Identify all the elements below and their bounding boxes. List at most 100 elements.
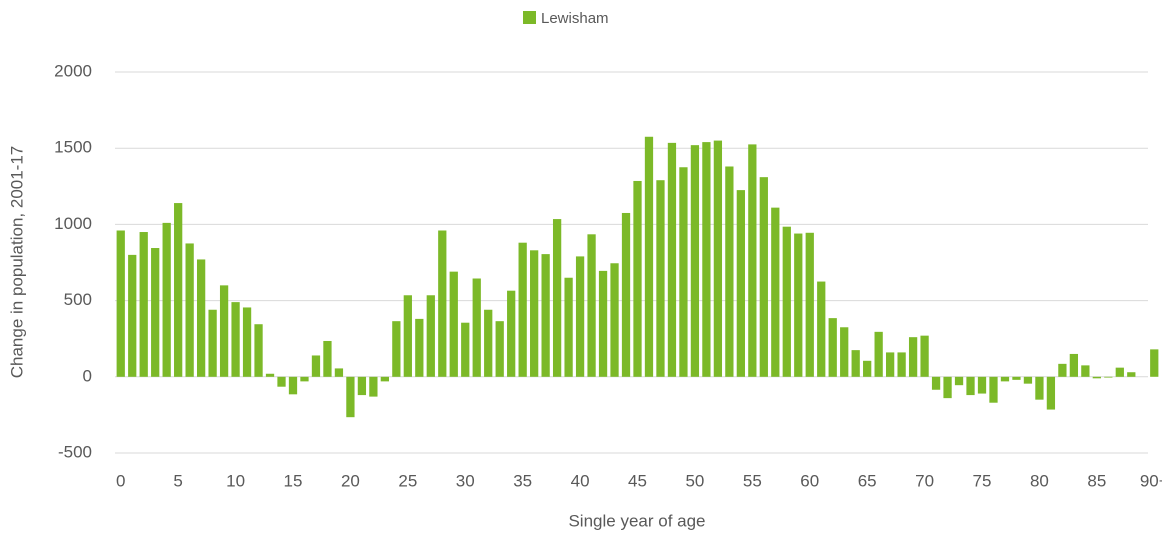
x-tick-label: 90+ bbox=[1140, 471, 1162, 490]
bar bbox=[736, 190, 745, 377]
bar bbox=[265, 373, 275, 377]
bar bbox=[817, 281, 826, 377]
bar bbox=[162, 222, 171, 377]
bar bbox=[954, 376, 964, 386]
bar bbox=[1092, 376, 1101, 379]
bar bbox=[828, 318, 837, 377]
y-tick-label: 0 bbox=[83, 366, 92, 385]
bar bbox=[679, 167, 688, 377]
bar bbox=[380, 376, 389, 382]
y-tick-label: -500 bbox=[58, 442, 92, 461]
bar bbox=[598, 270, 608, 377]
bar bbox=[897, 352, 906, 377]
bar bbox=[518, 242, 527, 377]
bar bbox=[151, 248, 160, 377]
x-tick-label: 70 bbox=[915, 471, 934, 490]
bar bbox=[805, 232, 814, 377]
x-tick-label: 10 bbox=[226, 471, 245, 490]
bar bbox=[139, 232, 148, 377]
x-tick-label: 60 bbox=[800, 471, 819, 490]
bar bbox=[300, 376, 309, 382]
bar bbox=[461, 322, 470, 377]
bar bbox=[989, 376, 998, 403]
bar bbox=[1069, 353, 1079, 377]
bar bbox=[1081, 365, 1090, 377]
x-tick-label: 75 bbox=[973, 471, 992, 490]
bar bbox=[530, 250, 539, 377]
bar bbox=[1046, 376, 1056, 410]
bar bbox=[438, 230, 447, 377]
bar bbox=[587, 234, 596, 377]
bar bbox=[575, 256, 585, 377]
bar bbox=[323, 340, 332, 377]
bar bbox=[851, 350, 860, 377]
x-axis-label: Single year of age bbox=[568, 511, 705, 530]
bar bbox=[128, 254, 137, 377]
bar bbox=[277, 376, 286, 387]
bar bbox=[1023, 376, 1033, 384]
bar bbox=[552, 219, 562, 377]
x-tick-label: 5 bbox=[173, 471, 182, 490]
bar bbox=[357, 376, 367, 396]
y-tick-label: 500 bbox=[64, 290, 92, 309]
bar bbox=[196, 259, 206, 377]
bar bbox=[208, 309, 217, 377]
bar bbox=[1150, 349, 1159, 377]
bar bbox=[1115, 367, 1124, 377]
bar bbox=[644, 136, 654, 377]
bar bbox=[943, 376, 952, 399]
bar bbox=[863, 360, 872, 377]
bar bbox=[977, 376, 987, 394]
bar bbox=[334, 368, 344, 377]
x-tick-label: 0 bbox=[116, 471, 125, 490]
bar bbox=[633, 180, 642, 377]
legend-swatch bbox=[523, 11, 536, 24]
bar bbox=[219, 285, 229, 377]
bar bbox=[920, 335, 929, 377]
bar bbox=[1000, 376, 1010, 382]
bar bbox=[288, 376, 298, 395]
bar bbox=[403, 295, 412, 377]
bar bbox=[449, 271, 458, 377]
x-tick-label: 30 bbox=[456, 471, 475, 490]
bar bbox=[1104, 376, 1113, 378]
bar bbox=[484, 309, 493, 377]
x-tick-label: 15 bbox=[284, 471, 303, 490]
bar bbox=[564, 277, 573, 377]
x-tick-label: 45 bbox=[628, 471, 647, 490]
x-tick-label: 55 bbox=[743, 471, 762, 490]
bar bbox=[426, 295, 435, 377]
y-tick-label: 2000 bbox=[54, 61, 92, 80]
bar bbox=[231, 302, 240, 377]
bar bbox=[116, 230, 125, 377]
bar bbox=[886, 352, 895, 377]
bar bbox=[254, 324, 263, 377]
x-tick-label: 40 bbox=[571, 471, 590, 490]
bar bbox=[748, 144, 757, 377]
bar bbox=[541, 254, 550, 377]
bar bbox=[1012, 376, 1021, 380]
bar bbox=[667, 142, 677, 377]
bar bbox=[495, 321, 504, 377]
bar bbox=[656, 180, 665, 377]
bar bbox=[392, 321, 401, 377]
y-tick-label: 1500 bbox=[54, 138, 92, 157]
bar bbox=[415, 318, 424, 377]
bar bbox=[242, 307, 252, 377]
x-tick-label: 20 bbox=[341, 471, 360, 490]
legend-label: Lewisham bbox=[541, 10, 609, 27]
bar bbox=[346, 376, 355, 418]
bar bbox=[702, 142, 711, 377]
bar bbox=[610, 263, 619, 377]
bar bbox=[185, 243, 194, 377]
x-tick-label: 65 bbox=[858, 471, 877, 490]
bar bbox=[1035, 376, 1044, 400]
bar bbox=[908, 337, 918, 377]
bar bbox=[874, 331, 883, 377]
bar bbox=[621, 212, 631, 377]
bar bbox=[369, 376, 378, 397]
bar bbox=[690, 145, 700, 377]
bar bbox=[840, 327, 849, 377]
bar bbox=[311, 355, 321, 377]
x-tick-label: 35 bbox=[513, 471, 532, 490]
